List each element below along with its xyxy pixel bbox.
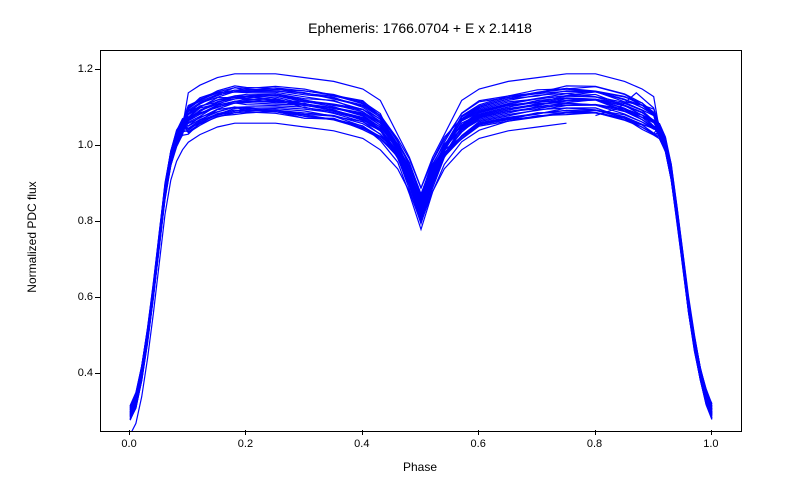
y-tick	[95, 221, 100, 222]
x-tick-label: 0.4	[354, 438, 369, 450]
plot-area	[100, 50, 742, 432]
x-tick	[362, 430, 363, 435]
y-tick	[95, 297, 100, 298]
x-tick	[595, 430, 596, 435]
x-axis-label: Phase	[100, 460, 740, 474]
y-axis-label: Normalized PDC flux	[25, 157, 39, 317]
x-tick-label: 0.2	[238, 438, 253, 450]
chart-title: Ephemeris: 1766.0704 + E x 2.1418	[100, 20, 740, 36]
y-tick-label: 0.6	[65, 291, 93, 303]
x-tick-label: 0.6	[471, 438, 486, 450]
y-tick	[95, 69, 100, 70]
x-tick-label: 0.0	[121, 438, 136, 450]
x-tick	[478, 430, 479, 435]
light-curve-plot	[101, 51, 741, 431]
x-tick-label: 0.8	[587, 438, 602, 450]
x-tick	[245, 430, 246, 435]
x-tick-label: 1.0	[703, 438, 718, 450]
y-tick-label: 1.2	[65, 63, 93, 75]
x-tick	[711, 430, 712, 435]
y-tick-label: 0.4	[65, 367, 93, 379]
x-tick	[129, 430, 130, 435]
y-tick	[95, 145, 100, 146]
figure: Ephemeris: 1766.0704 + E x 2.1418 Normal…	[0, 0, 800, 500]
y-tick	[95, 373, 100, 374]
y-tick-label: 1.0	[65, 139, 93, 151]
y-tick-label: 0.8	[65, 215, 93, 227]
